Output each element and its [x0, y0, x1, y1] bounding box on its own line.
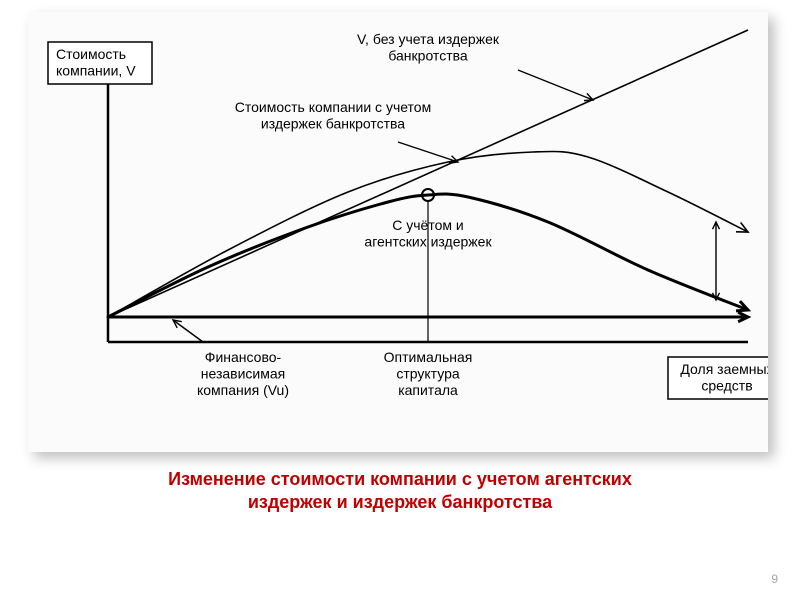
svg-text:Стоимостькомпании, V: Стоимостькомпании, V	[56, 46, 136, 79]
chart-svg: Стоимостькомпании, VДоля заемныхсредствV…	[28, 12, 768, 452]
svg-text:Стоимость компании с учетомизд: Стоимость компании с учетомиздержек банк…	[235, 99, 431, 132]
svg-text:Оптимальнаяструктуракапитала: Оптимальнаяструктуракапитала	[384, 349, 473, 398]
svg-text:V, без учета издержекбанкротст: V, без учета издержекбанкротства	[357, 31, 500, 64]
caption-line2: издержек и издержек банкротства	[248, 492, 552, 512]
svg-text:Финансово-независимаякомпания: Финансово-независимаякомпания (Vu)	[197, 349, 289, 398]
page-number: 9	[771, 572, 778, 586]
caption-line1: Изменение стоимости компании с учетом аг…	[168, 469, 632, 489]
svg-text:С учётом иагентских издержек: С учётом иагентских издержек	[364, 217, 492, 250]
caption: Изменение стоимости компании с учетом аг…	[0, 468, 800, 515]
chart-frame: Стоимостькомпании, VДоля заемныхсредствV…	[28, 12, 768, 452]
